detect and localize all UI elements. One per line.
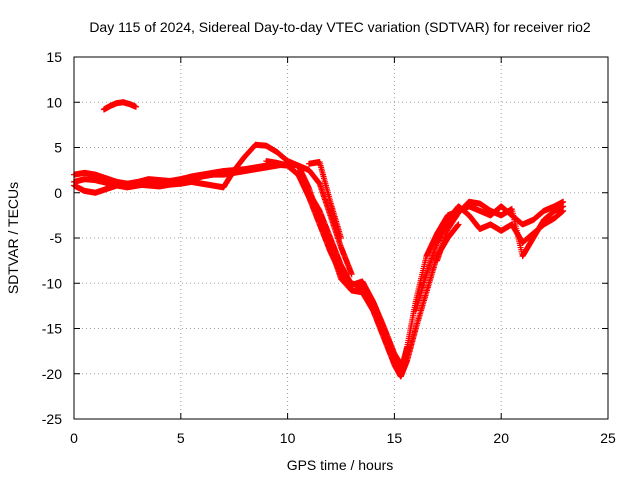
y-axis-ticks: -25 -20 -15 -10 -5 0 5 10 15 bbox=[42, 49, 608, 427]
data-point bbox=[241, 142, 259, 160]
x-tick-label: 10 bbox=[280, 430, 296, 446]
data-point bbox=[391, 350, 404, 368]
data-point bbox=[220, 167, 237, 191]
x-axis-ticks: 0 5 10 15 20 25 bbox=[70, 57, 616, 446]
x-tick-label: 0 bbox=[70, 430, 78, 446]
x-axis-label: GPS time / hours bbox=[287, 457, 394, 473]
data-point bbox=[551, 208, 566, 222]
data-point bbox=[423, 231, 440, 260]
data-point bbox=[284, 162, 301, 178]
data-point bbox=[444, 203, 461, 223]
data-point bbox=[455, 199, 472, 216]
data-point bbox=[434, 217, 451, 246]
series-arc-7 bbox=[434, 198, 567, 264]
data-point bbox=[508, 206, 526, 257]
data-point bbox=[295, 171, 312, 195]
data-point bbox=[519, 235, 536, 260]
data-point bbox=[498, 206, 515, 219]
series-arc-3 bbox=[71, 141, 355, 278]
data-point bbox=[412, 290, 429, 332]
data-point bbox=[338, 244, 355, 276]
y-axis-label: SDTVAR / TECUs bbox=[5, 182, 21, 294]
data-point bbox=[132, 103, 139, 110]
x-tick-label: 15 bbox=[387, 430, 403, 446]
series-arc-high bbox=[100, 99, 139, 113]
data-point bbox=[466, 212, 483, 232]
data-point bbox=[540, 208, 558, 223]
data-point bbox=[316, 158, 333, 203]
data-point bbox=[434, 227, 451, 264]
data-point bbox=[295, 162, 312, 173]
data-point bbox=[412, 272, 429, 314]
data-point bbox=[338, 235, 344, 241]
data-point bbox=[551, 203, 566, 214]
data-point bbox=[263, 142, 280, 155]
data-point bbox=[476, 200, 494, 214]
data-point bbox=[519, 230, 536, 246]
y-tick-label: -20 bbox=[42, 366, 62, 382]
data-point bbox=[316, 216, 333, 249]
data-point bbox=[273, 149, 291, 164]
data-point bbox=[423, 240, 440, 278]
data-points bbox=[71, 99, 567, 380]
series-arc-5 bbox=[305, 158, 344, 241]
y-tick-label: 10 bbox=[46, 94, 62, 110]
x-tick-label: 25 bbox=[600, 430, 616, 446]
data-point bbox=[284, 158, 301, 169]
data-point bbox=[466, 203, 483, 214]
data-point bbox=[316, 180, 333, 217]
y-tick-label: -5 bbox=[50, 230, 63, 246]
y-tick-label: -15 bbox=[42, 321, 62, 337]
data-point bbox=[530, 217, 547, 241]
data-point bbox=[359, 289, 376, 313]
y-tick-label: -25 bbox=[42, 411, 62, 427]
data-point bbox=[348, 271, 355, 278]
data-point bbox=[231, 154, 248, 174]
chart-title: Day 115 of 2024, Sidereal Day-to-day VTE… bbox=[89, 19, 591, 35]
plot-frame bbox=[73, 56, 609, 420]
y-tick-label: 5 bbox=[54, 140, 62, 156]
data-point bbox=[540, 203, 558, 214]
data-point bbox=[327, 212, 344, 249]
data-point bbox=[316, 207, 333, 240]
data-point bbox=[359, 278, 376, 304]
x-tick-label: 5 bbox=[177, 430, 185, 446]
data-point bbox=[530, 208, 547, 223]
data-point bbox=[370, 307, 387, 340]
data-point bbox=[370, 298, 387, 329]
data-point bbox=[404, 326, 419, 364]
data-point bbox=[444, 210, 461, 232]
data-point bbox=[397, 357, 410, 380]
x-tick-label: 20 bbox=[493, 430, 509, 446]
data-point bbox=[380, 334, 397, 367]
y-tick-label: 15 bbox=[46, 49, 62, 65]
data-point bbox=[551, 199, 566, 210]
y-tick-label: 0 bbox=[54, 185, 62, 201]
data-point bbox=[455, 221, 462, 228]
data-point bbox=[305, 167, 323, 187]
data-point bbox=[519, 217, 536, 228]
data-point bbox=[327, 235, 344, 267]
data-point bbox=[305, 189, 323, 214]
data-point bbox=[338, 275, 355, 293]
data-point bbox=[380, 323, 397, 356]
data-point bbox=[327, 244, 344, 281]
data-point bbox=[327, 198, 344, 240]
data-point bbox=[397, 361, 404, 368]
y-tick-label: -10 bbox=[42, 275, 62, 291]
data-point bbox=[560, 203, 567, 210]
data-point bbox=[338, 262, 355, 288]
series-arc-4 bbox=[263, 158, 404, 368]
